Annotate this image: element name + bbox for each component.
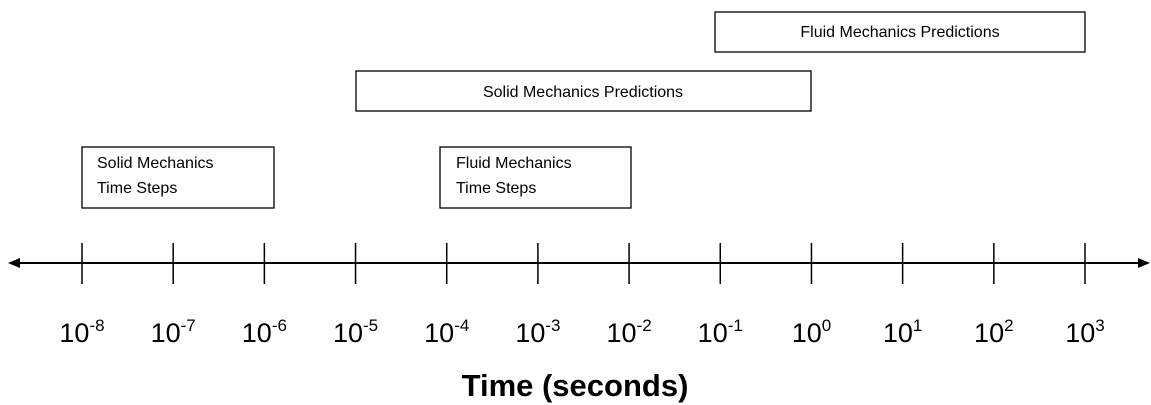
tick-base: 10 bbox=[424, 318, 454, 348]
tick-exponent: -6 bbox=[272, 316, 287, 335]
tick-base: 10 bbox=[607, 318, 637, 348]
axis-title: Time (seconds) bbox=[462, 368, 689, 403]
tick-label: 10-5 bbox=[333, 316, 378, 348]
range-box bbox=[714, 11, 1086, 53]
tick-label: 10-1 bbox=[698, 316, 743, 348]
tick-exponent: -8 bbox=[89, 316, 104, 335]
box-label: Solid Mechanics Predictions bbox=[483, 84, 683, 101]
tick-base: 10 bbox=[242, 318, 272, 348]
tick-base: 10 bbox=[792, 318, 822, 348]
tick-label: 10-8 bbox=[59, 316, 104, 348]
tick-label: 101 bbox=[883, 316, 923, 348]
range-box bbox=[439, 146, 632, 209]
tick-exponent: -2 bbox=[637, 316, 652, 335]
tick-label: 10-7 bbox=[151, 316, 196, 348]
tick-exponent: -1 bbox=[728, 316, 743, 335]
tick-label: 102 bbox=[974, 316, 1014, 348]
range-box bbox=[81, 146, 275, 209]
box-label: Fluid Mechanics Predictions bbox=[800, 24, 999, 41]
arrow-head bbox=[1138, 258, 1150, 268]
tick-base: 10 bbox=[698, 318, 728, 348]
tick-base: 10 bbox=[515, 318, 545, 348]
tick-exponent: 2 bbox=[1004, 316, 1013, 335]
tick-exponent: -4 bbox=[454, 316, 469, 335]
tick-base: 10 bbox=[333, 318, 363, 348]
box-label: Time Steps bbox=[97, 180, 177, 197]
tick-exponent: 1 bbox=[913, 316, 922, 335]
tick-base: 10 bbox=[883, 318, 913, 348]
tick-label: 103 bbox=[1065, 316, 1105, 348]
arrow-head bbox=[8, 258, 20, 268]
tick-base: 10 bbox=[151, 318, 181, 348]
range-box bbox=[355, 70, 812, 112]
box-label: Time Steps bbox=[456, 180, 536, 197]
tick-exponent: -3 bbox=[545, 316, 560, 335]
tick-base: 10 bbox=[59, 318, 89, 348]
tick-base: 10 bbox=[1065, 318, 1095, 348]
tick-label: 10-4 bbox=[424, 316, 469, 348]
tick-label: 10-3 bbox=[515, 316, 560, 348]
box-label: Fluid Mechanics bbox=[456, 155, 572, 172]
tick-exponent: 0 bbox=[822, 316, 831, 335]
tick-exponent: 3 bbox=[1095, 316, 1104, 335]
tick-label: 10-2 bbox=[607, 316, 652, 348]
tick-label: 100 bbox=[792, 316, 832, 348]
tick-label: 10-6 bbox=[242, 316, 287, 348]
tick-base: 10 bbox=[974, 318, 1004, 348]
box-label: Solid Mechanics bbox=[97, 155, 214, 172]
tick-exponent: -7 bbox=[181, 316, 196, 335]
tick-exponent: -5 bbox=[363, 316, 378, 335]
